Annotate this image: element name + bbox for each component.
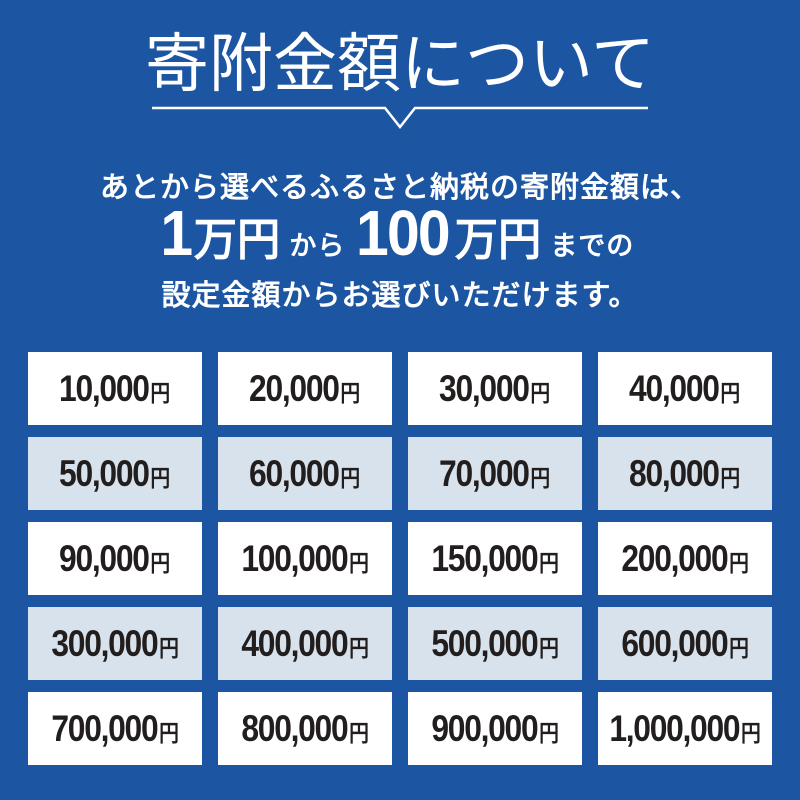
amount-cell: 400,000円 (218, 607, 392, 680)
amount-cell: 500,000円 (408, 607, 582, 680)
amount-value: 400,000 (241, 622, 348, 664)
yen-suffix: 円 (158, 719, 179, 746)
yen-suffix: 円 (538, 634, 559, 661)
yen-suffix: 円 (158, 634, 179, 661)
yen-suffix: 円 (720, 379, 741, 406)
amount-value: 800,000 (241, 707, 348, 749)
amount-cell: 1,000,000円 (598, 692, 772, 765)
amount-value: 100,000 (241, 537, 348, 579)
amount-value: 1,000,000 (609, 707, 740, 749)
amount-cell: 150,000円 (408, 522, 582, 595)
amount-value: 20,000 (249, 367, 340, 409)
title-divider (0, 106, 800, 132)
min-amount-unit: 万円 (194, 214, 281, 265)
donation-range-line: 1 万円 から 100 万円 までの (0, 196, 800, 270)
amount-cell: 300,000円 (28, 607, 202, 680)
amount-value: 90,000 (59, 537, 150, 579)
yen-suffix: 円 (340, 379, 361, 406)
amount-cell: 900,000円 (408, 692, 582, 765)
amount-cell: 80,000円 (598, 437, 772, 510)
min-amount-number: 1 (160, 197, 193, 269)
amount-cell: 100,000円 (218, 522, 392, 595)
amount-cell: 30,000円 (408, 352, 582, 425)
yen-suffix: 円 (538, 549, 559, 576)
intro-line-2: 設定金額からお選びいただけます。 (161, 280, 639, 312)
amount-cell: 60,000円 (218, 437, 392, 510)
amount-value: 10,000 (59, 367, 150, 409)
yen-suffix: 円 (740, 719, 761, 746)
amount-cell: 600,000円 (598, 607, 772, 680)
amount-value: 80,000 (629, 452, 720, 494)
amount-value: 40,000 (629, 367, 720, 409)
amount-cell: 10,000円 (28, 352, 202, 425)
max-amount-number: 100 (356, 197, 451, 269)
yen-suffix: 円 (530, 379, 551, 406)
amount-value: 600,000 (621, 622, 728, 664)
amount-value: 200,000 (621, 537, 728, 579)
yen-suffix: 円 (720, 464, 741, 491)
amount-cell: 700,000円 (28, 692, 202, 765)
amount-value: 300,000 (51, 622, 158, 664)
intro-line-1: あとから選べるふるさと納税の寄附金額は、 (99, 172, 700, 204)
yen-suffix: 円 (150, 549, 171, 576)
yen-suffix: 円 (530, 464, 551, 491)
amount-value: 60,000 (249, 452, 340, 494)
yen-suffix: 円 (348, 549, 369, 576)
amount-value: 700,000 (51, 707, 158, 749)
amount-cell: 50,000円 (28, 437, 202, 510)
yen-suffix: 円 (340, 464, 361, 491)
amount-cell: 70,000円 (408, 437, 582, 510)
amount-cell: 20,000円 (218, 352, 392, 425)
amount-value: 30,000 (439, 367, 530, 409)
yen-suffix: 円 (150, 464, 171, 491)
yen-suffix: 円 (728, 634, 749, 661)
title-underline-chevron-icon (152, 106, 648, 130)
yen-suffix: 円 (348, 634, 369, 661)
amount-cell: 800,000円 (218, 692, 392, 765)
page-title: 寄附金額について (144, 29, 656, 100)
max-amount-unit: 万円 (454, 214, 542, 265)
yen-suffix: 円 (538, 719, 559, 746)
amount-cell: 90,000円 (28, 522, 202, 595)
amount-value: 500,000 (431, 622, 538, 664)
yen-suffix: 円 (348, 719, 369, 746)
range-suffix: までの (550, 231, 635, 261)
amount-value: 70,000 (439, 452, 530, 494)
amount-value: 150,000 (431, 537, 538, 579)
amount-cell: 200,000円 (598, 522, 772, 595)
range-connector: から (289, 231, 346, 261)
amount-grid: 10,000円 20,000円 30,000円 40,000円 50,000円 … (28, 352, 772, 765)
amount-value: 50,000 (59, 452, 150, 494)
yen-suffix: 円 (728, 549, 749, 576)
amount-value: 900,000 (431, 707, 538, 749)
amount-cell: 40,000円 (598, 352, 772, 425)
yen-suffix: 円 (150, 379, 171, 406)
